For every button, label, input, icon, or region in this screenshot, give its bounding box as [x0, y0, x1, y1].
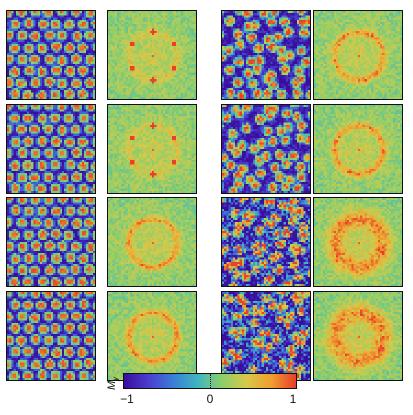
panel-right-1-fft-image — [314, 11, 402, 99]
panel-right-4-real-image — [222, 292, 310, 380]
colorbar-zero-line — [210, 374, 211, 388]
colorbar — [123, 373, 297, 389]
panel-right-2-real — [221, 104, 311, 194]
colorbar-tick-max: 1 — [289, 392, 297, 406]
panel-left-2-real — [6, 104, 96, 194]
panel-left-4-fft-image — [108, 292, 196, 380]
panel-right-3-real — [221, 197, 311, 287]
panel-left-1-real-image — [7, 11, 95, 99]
panel-right-1-fft — [313, 10, 403, 100]
panel-left-4-real-image — [7, 292, 95, 380]
panel-left-3-fft — [107, 197, 197, 287]
panel-right-3-fft — [313, 197, 403, 287]
panel-left-4-fft — [107, 291, 197, 381]
panel-right-2-fft-image — [314, 105, 402, 193]
panel-right-4-fft — [313, 291, 403, 381]
panel-right-4-fft-image — [314, 292, 402, 380]
panel-right-1-real-image — [222, 11, 310, 99]
panel-right-3-fft-image — [314, 198, 402, 286]
panel-left-3-fft-image — [108, 198, 196, 286]
panel-left-4-real — [6, 291, 96, 381]
colorbar-label: My — [106, 376, 121, 390]
panel-left-2-real-image — [7, 105, 95, 193]
panel-right-2-real-image — [222, 105, 310, 193]
panel-left-1-fft — [107, 10, 197, 100]
panel-right-4-real — [221, 291, 311, 381]
colorbar-tick-min: −1 — [120, 392, 134, 406]
panel-left-2-fft-image — [108, 105, 196, 193]
colorbar-tick-mid: 0 — [206, 392, 214, 406]
panel-left-3-real — [6, 197, 96, 287]
figure-grid — [6, 10, 403, 381]
panel-left-1-fft-image — [108, 11, 196, 99]
panel-right-1-real — [221, 10, 311, 100]
panel-left-1-real — [6, 10, 96, 100]
panel-left-3-real-image — [7, 198, 95, 286]
panel-right-3-real-image — [222, 198, 310, 286]
panel-right-2-fft — [313, 104, 403, 194]
panel-left-2-fft — [107, 104, 197, 194]
